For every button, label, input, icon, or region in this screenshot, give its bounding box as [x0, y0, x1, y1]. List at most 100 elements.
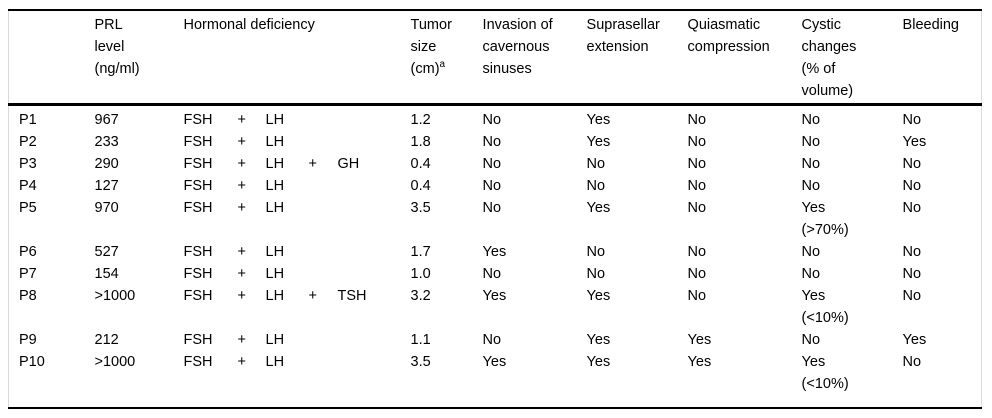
- cell-hormone-extra: [338, 351, 411, 408]
- cell-hormone-fsh: FSH: [183, 199, 213, 216]
- cell-plus-sign-2: [309, 197, 338, 241]
- cell-quiasmatic-compression: Yes: [687, 331, 712, 348]
- cell-suprasellar-extension: No: [586, 177, 606, 194]
- cell-tumor-size: 1.2: [410, 111, 431, 128]
- cell-hormone-extra: [338, 104, 411, 131]
- cell-cystic-changes: No: [801, 133, 821, 150]
- table-row: P7 154 FSH + LH 1.0 No No No No No: [9, 263, 982, 285]
- cell-hormone-fsh: FSH: [183, 331, 213, 348]
- col-header-invasion-cavernous-sinuses: Invasion of cavernous sinuses: [482, 10, 587, 106]
- col-header-quiasmatic-compression: Quiasmatic compression: [687, 10, 802, 106]
- cell-plus-sign-1: +: [237, 331, 246, 348]
- col-header-hormonal-deficiency: Hormonal deficiency: [183, 10, 411, 106]
- cell-cystic-changes: Yes (<10%): [801, 287, 849, 326]
- cell-suprasellar-extension: Yes: [586, 199, 611, 216]
- cell-tumor-size: 1.7: [410, 243, 431, 260]
- cell-prl-level: 233: [94, 133, 119, 150]
- cell-hormone-fsh: FSH: [183, 133, 213, 150]
- cell-quiasmatic-compression: Yes: [687, 353, 712, 370]
- table-row: P5 970 FSH + LH 3.5 No Yes No Yes (>70%)…: [9, 197, 982, 241]
- cell-plus-sign-1: +: [237, 155, 246, 172]
- cell-suprasellar-extension: Yes: [586, 287, 611, 304]
- cell-hormone-extra: [338, 197, 411, 241]
- cell-hormone-fsh: FSH: [183, 155, 213, 172]
- cell-hormone-extra: GH: [337, 155, 360, 172]
- cell-plus-sign-1: +: [237, 287, 246, 304]
- col-header-prl-level: PRL level (ng/ml): [94, 10, 184, 106]
- cell-tumor-size: 0.4: [410, 177, 431, 194]
- cell-plus-sign-2: [309, 263, 338, 285]
- cell-bleeding: No: [902, 199, 922, 216]
- table-row: P2 233 FSH + LH 1.8 No Yes No No Yes: [9, 131, 982, 153]
- cell-plus-sign-1: +: [237, 111, 246, 128]
- tumor-size-label: Tumor size (cm): [410, 17, 452, 77]
- cell-quiasmatic-compression: No: [687, 199, 707, 216]
- cell-quiasmatic-compression: No: [687, 111, 707, 128]
- cell-hormone-lh: LH: [265, 331, 285, 348]
- cell-hormone-lh: LH: [265, 265, 285, 282]
- cell-tumor-size: 0.4: [410, 155, 431, 172]
- cell-bleeding: Yes: [902, 133, 927, 150]
- cell-tumor-size: 3.5: [410, 353, 431, 370]
- cell-hormone-fsh: FSH: [183, 287, 213, 304]
- cell-plus-sign-1: +: [237, 353, 246, 370]
- col-header-bleeding: Bleeding: [902, 10, 982, 106]
- cell-hormone-fsh: FSH: [183, 111, 213, 128]
- cell-patient-id: P9: [19, 331, 37, 348]
- cell-bleeding: No: [902, 177, 922, 194]
- cell-suprasellar-extension: Yes: [586, 111, 611, 128]
- cell-prl-level: 527: [94, 243, 119, 260]
- table-row: P9 212 FSH + LH 1.1 No Yes Yes No Yes: [9, 329, 982, 351]
- cell-hormone-lh: LH: [265, 133, 285, 150]
- cell-quiasmatic-compression: No: [687, 133, 707, 150]
- cell-patient-id: P6: [19, 243, 37, 260]
- cell-tumor-size: 1.8: [410, 133, 431, 150]
- cell-quiasmatic-compression: No: [687, 243, 707, 260]
- cell-cystic-changes: No: [801, 111, 821, 128]
- cell-cystic-changes: No: [801, 155, 821, 172]
- cell-suprasellar-extension: Yes: [586, 133, 611, 150]
- cell-plus-sign-1: +: [237, 177, 246, 194]
- cell-prl-level: 970: [94, 199, 119, 216]
- cell-tumor-size: 1.0: [410, 265, 431, 282]
- cell-plus-sign-2: +: [308, 287, 317, 304]
- table-row: P8 >1000 FSH + LH + TSH 3.2 Yes Yes No Y…: [9, 285, 982, 329]
- patient-characteristics-table: PRL level (ng/ml) Hormonal deficiency Tu…: [8, 9, 983, 409]
- cell-plus-sign-1: +: [237, 199, 246, 216]
- cell-invasion-cavernous-sinuses: Yes: [482, 287, 507, 304]
- footnote-marker-a: a: [439, 59, 446, 71]
- cell-plus-sign-1: +: [237, 133, 246, 150]
- cell-suprasellar-extension: No: [586, 265, 606, 282]
- table-body: P1 967 FSH + LH 1.2 No Yes No No No P2 2…: [9, 104, 982, 408]
- col-header-suprasellar-extension: Suprasellar extension: [586, 10, 688, 106]
- header-row: PRL level (ng/ml) Hormonal deficiency Tu…: [8, 10, 982, 106]
- cell-hormone-lh: LH: [265, 111, 285, 128]
- cell-bleeding: No: [902, 287, 922, 304]
- table-header: PRL level (ng/ml) Hormonal deficiency Tu…: [8, 10, 982, 106]
- cell-patient-id: P8: [19, 287, 37, 304]
- col-header-cystic-changes: Cystic changes (% of volume): [801, 10, 903, 106]
- cell-plus-sign-2: [309, 131, 338, 153]
- cell-cystic-changes: No: [801, 243, 821, 260]
- table-row: P6 527 FSH + LH 1.7 Yes No No No No: [9, 241, 982, 263]
- cell-suprasellar-extension: Yes: [586, 353, 611, 370]
- cell-patient-id: P2: [19, 133, 37, 150]
- cell-cystic-changes: No: [801, 331, 821, 348]
- cell-tumor-size: 3.5: [410, 199, 431, 216]
- cell-hormone-extra: [338, 263, 411, 285]
- cell-quiasmatic-compression: No: [687, 265, 707, 282]
- table-row: P1 967 FSH + LH 1.2 No Yes No No No: [9, 104, 982, 131]
- cell-suprasellar-extension: No: [586, 155, 606, 172]
- cell-bleeding: No: [902, 265, 922, 282]
- cell-invasion-cavernous-sinuses: Yes: [482, 353, 507, 370]
- col-header-tumor-size: Tumor size (cm)a: [410, 10, 483, 106]
- cell-invasion-cavernous-sinuses: No: [482, 111, 502, 128]
- cell-hormone-lh: LH: [265, 243, 285, 260]
- cell-invasion-cavernous-sinuses: No: [482, 199, 502, 216]
- cell-prl-level: 967: [94, 111, 119, 128]
- cell-patient-id: P3: [19, 155, 37, 172]
- cell-prl-level: 290: [94, 155, 119, 172]
- cell-bleeding: No: [902, 111, 922, 128]
- cell-cystic-changes: No: [801, 265, 821, 282]
